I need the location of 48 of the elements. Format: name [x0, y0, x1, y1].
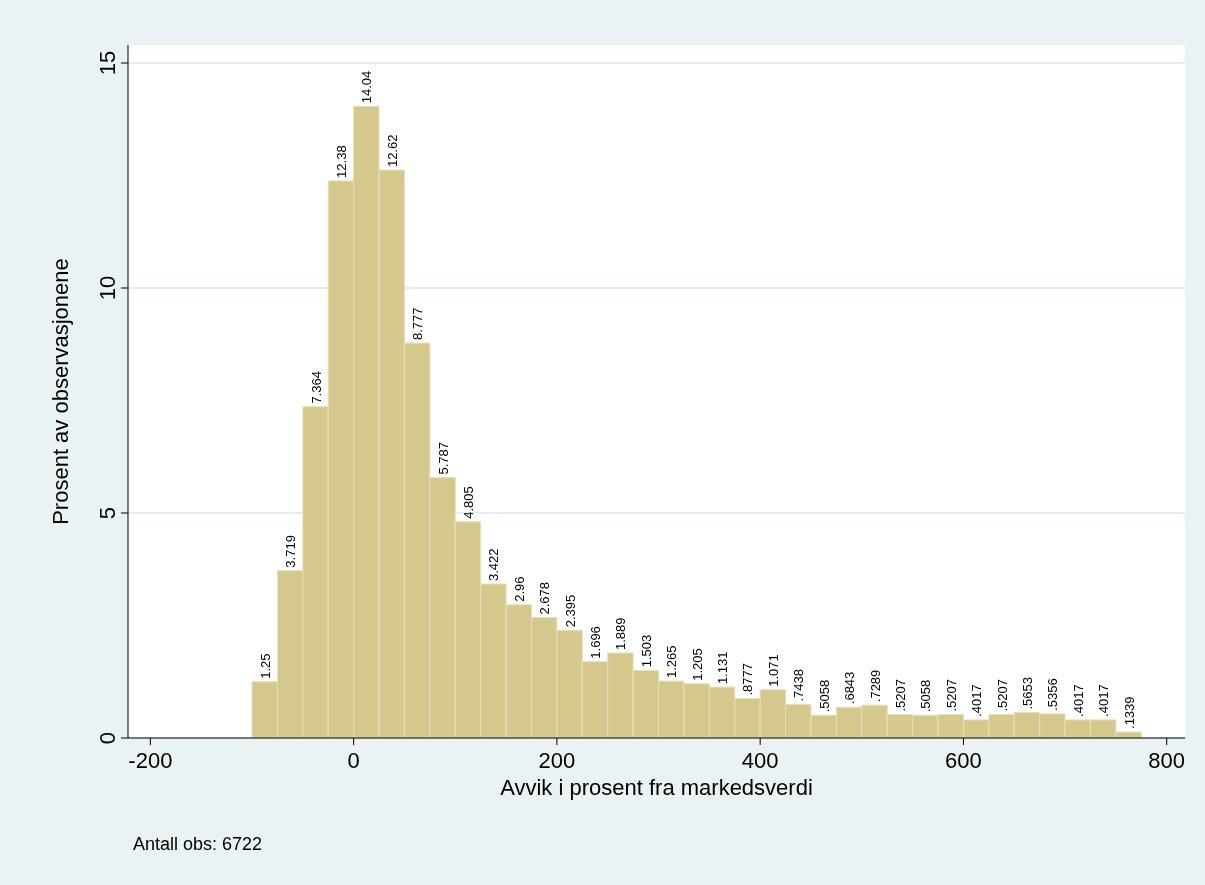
- x-tick-label: 600: [945, 748, 982, 773]
- data-label: 5.787: [435, 442, 451, 475]
- data-label: .4017: [1096, 684, 1112, 717]
- data-label: 2.395: [562, 594, 578, 628]
- data-label: 7.364: [308, 371, 324, 404]
- data-label: 1.205: [689, 648, 705, 681]
- x-tick-label: 200: [538, 748, 576, 773]
- data-label: .4017: [1070, 684, 1086, 717]
- data-label: .5207: [892, 679, 908, 712]
- data-label: 1.25: [257, 653, 273, 679]
- x-tick-label: 400: [741, 748, 779, 773]
- data-label: 1.889: [613, 617, 629, 650]
- x-tick-label: 0: [347, 748, 360, 773]
- x-tick-label: 800: [1148, 748, 1186, 773]
- data-label: .1339: [1121, 696, 1137, 729]
- data-label: 1.503: [638, 634, 654, 668]
- data-label: .4017: [969, 684, 985, 717]
- data-label: .6843: [842, 671, 858, 705]
- y-tick-label: 10: [95, 275, 120, 301]
- data-label: 4.805: [460, 486, 476, 519]
- data-label: .5207: [943, 679, 959, 712]
- data-label: .7289: [867, 669, 883, 703]
- data-label: 12.62: [384, 134, 400, 168]
- data-label: 3.422: [486, 548, 502, 582]
- y-axis-title: Prosent av observasjonene: [48, 258, 73, 525]
- data-label: .8777: [740, 662, 756, 696]
- data-label: 1.696: [588, 626, 604, 659]
- data-label: 1.265: [664, 645, 680, 679]
- data-label: .5058: [918, 679, 934, 713]
- data-label: 1.131: [715, 651, 731, 685]
- y-tick-label: 5: [95, 506, 120, 520]
- data-label: 12.38: [333, 145, 349, 178]
- text: Antall obs: 6722: [133, 834, 263, 854]
- data-label: 1.071: [765, 654, 781, 687]
- data-label: .5356: [1045, 678, 1061, 711]
- data-label: .7438: [791, 668, 807, 702]
- data-label: .5653: [1019, 677, 1035, 710]
- x-axis-title: Avvik i prosent fra markedsverdi: [500, 775, 813, 800]
- data-label: .5207: [994, 679, 1010, 712]
- data-label: 8.777: [410, 307, 426, 341]
- y-tick-label: 0: [95, 731, 120, 745]
- y-tick-label: 15: [95, 50, 120, 76]
- data-label: 2.96: [511, 576, 527, 602]
- data-label: 3.719: [283, 535, 299, 568]
- data-label: 2.678: [537, 581, 553, 615]
- x-tick-label: -200: [128, 748, 173, 773]
- data-label: 14.04: [359, 70, 375, 104]
- data-label: .5058: [816, 679, 832, 713]
